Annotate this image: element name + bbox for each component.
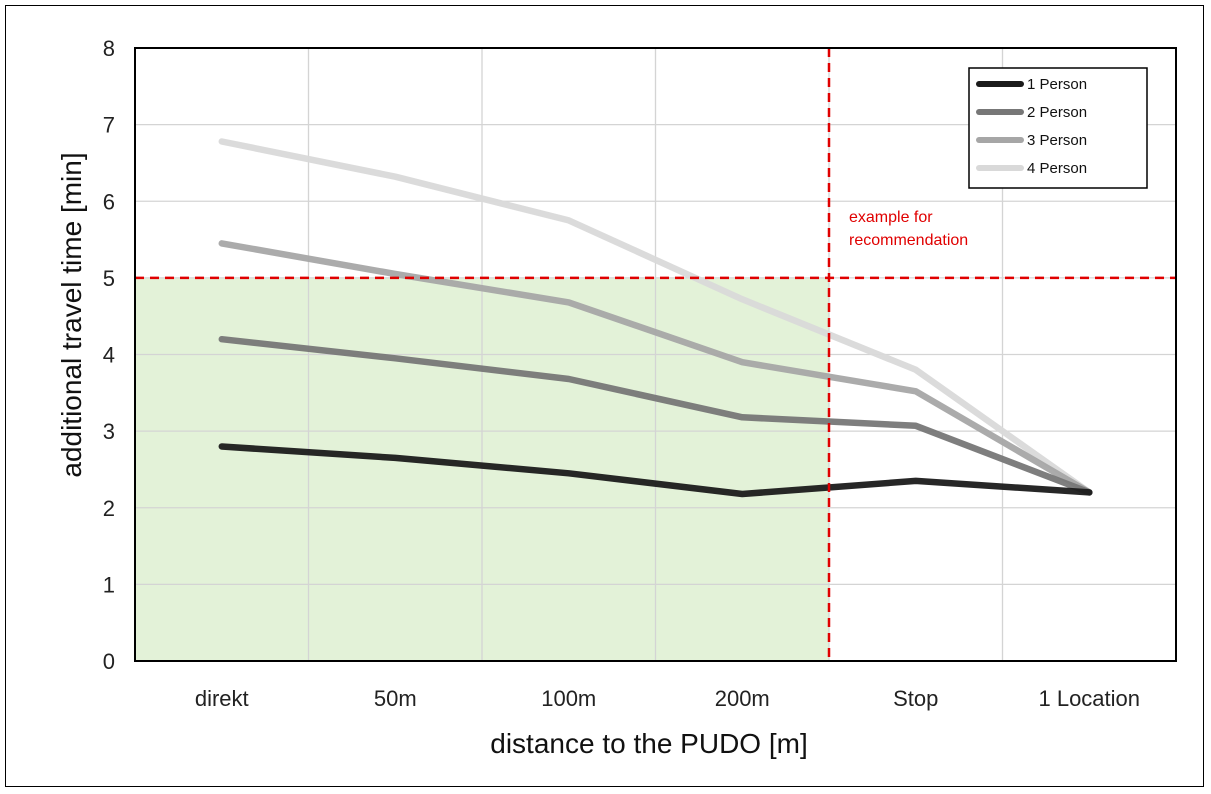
series-line-3-person [218,240,1093,496]
x-tick-label: 200m [715,686,770,711]
legend-label: 3 Person [1027,132,1087,149]
y-tick-label: 3 [103,419,115,444]
y-axis-title: additional travel time [min] [56,152,87,477]
line-chart: example for recommendation 0 1 2 3 4 5 6 7 8 direk… [56,36,1177,759]
y-tick-label: 7 [103,113,115,138]
y-tick-label: 2 [103,496,115,521]
series-line-1-person [218,443,1093,498]
x-tick-label: direkt [195,686,249,711]
y-tick-label: 0 [103,649,115,674]
x-tick-label: 1 Location [1038,686,1140,711]
series-line-2-person [218,335,1093,496]
x-tick-label: 100m [541,686,596,711]
legend-label: 2 Person [1027,104,1087,121]
x-axis-title: distance to the PUDO [m] [490,728,807,759]
y-tick-label: 6 [103,189,115,214]
y-tick-label: 1 [103,572,115,597]
x-tick-label: 50m [374,686,417,711]
legend-label: 4 Person [1027,160,1087,177]
y-tick-label: 4 [103,343,115,368]
chart-frame: example for recommendation 0 1 2 3 4 5 6 7 8 direk… [5,5,1204,787]
legend-label: 1 Person [1027,76,1087,93]
recommendation-annotation: example for recommendation [849,209,968,249]
y-tick-label: 5 [103,266,115,291]
y-tick-label: 8 [103,36,115,61]
x-tick-label: Stop [893,686,938,711]
series-line-4-person [218,138,1093,496]
plot-border [134,47,1177,662]
